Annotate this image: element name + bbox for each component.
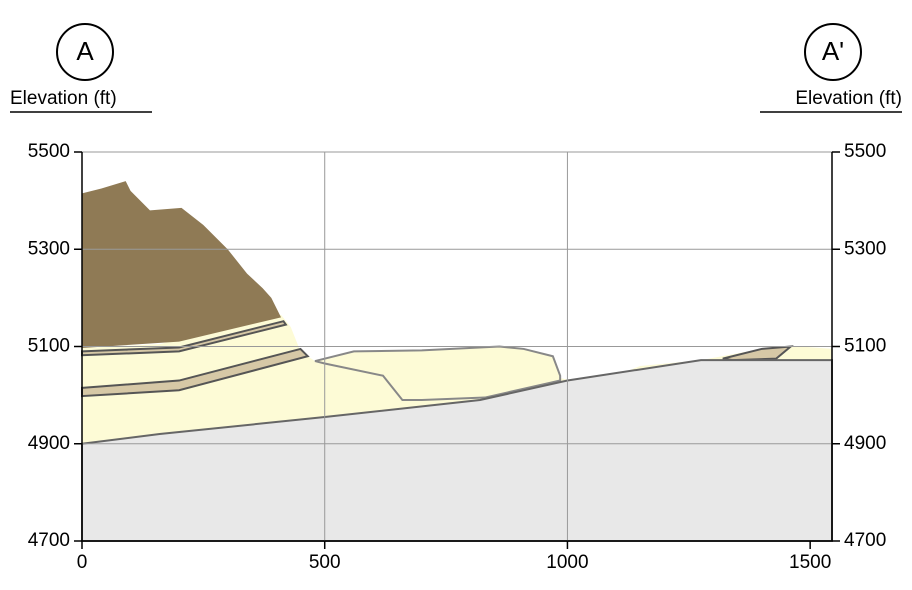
chart: A A' Elevation (ft) Elevation (ft) 4700 4…: [0, 0, 912, 585]
x-tick-label: 1000: [546, 552, 588, 573]
y-axis-label: Elevation (ft): [10, 88, 117, 109]
y-tick-label: 5500: [28, 141, 70, 162]
y2-tick-label: 4900: [844, 433, 886, 454]
layer: [82, 181, 281, 348]
right-marker: A': [822, 36, 844, 66]
x-tick-label: 500: [309, 552, 341, 573]
y2-tick-label: 4700: [844, 530, 886, 551]
x-tick-label: 1500: [789, 552, 831, 573]
y2-tick-label: 5100: [844, 336, 886, 357]
y-tick-label: 4700: [28, 530, 70, 551]
y-tick-label: 5300: [28, 238, 70, 259]
left-marker: A: [76, 36, 94, 66]
y2-tick-label: 5500: [844, 141, 886, 162]
x-tick-label: 0: [77, 552, 88, 573]
y-tick-label: 5100: [28, 336, 70, 357]
y2-tick-label: 5300: [844, 238, 886, 259]
y2-axis-label: Elevation (ft): [795, 88, 902, 109]
y-tick-label: 4900: [28, 433, 70, 454]
